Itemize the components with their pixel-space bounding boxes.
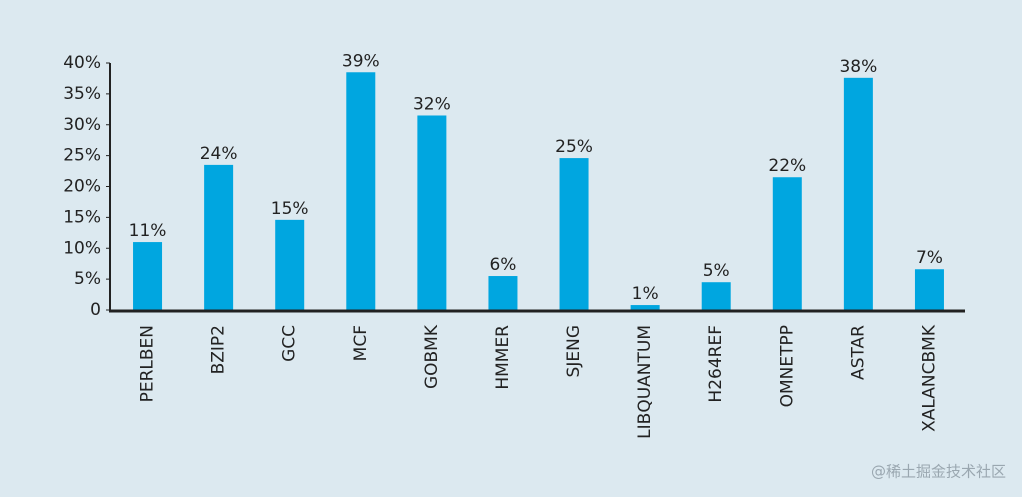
bar xyxy=(417,115,447,310)
y-tick-label: 20% xyxy=(63,177,101,197)
value-label: 7% xyxy=(916,248,943,268)
y-tick-label: 35% xyxy=(63,84,101,104)
x-tick-label: SJENG xyxy=(564,325,584,377)
bar xyxy=(843,77,873,310)
bar xyxy=(630,305,660,310)
x-tick-label: ASTAR xyxy=(848,325,868,380)
y-tick-label: 25% xyxy=(63,146,101,166)
y-tick-label: 15% xyxy=(63,207,101,227)
value-label: 5% xyxy=(703,261,730,281)
x-tick-label: OMNETPP xyxy=(777,325,797,407)
value-label: 15% xyxy=(271,199,309,219)
watermark: @稀土掘金技术社区 xyxy=(871,463,1006,481)
value-label: 25% xyxy=(555,137,593,157)
x-tick-label: MCF xyxy=(351,325,371,361)
y-tick-label: 5% xyxy=(74,269,101,289)
value-label: 24% xyxy=(200,144,238,164)
x-tick-label: GOBMK xyxy=(422,324,442,389)
bar xyxy=(204,164,234,310)
value-label: 39% xyxy=(342,51,380,71)
y-tick-label: 30% xyxy=(63,115,101,135)
bar xyxy=(914,269,944,310)
value-label: 22% xyxy=(768,156,806,176)
x-tick-label: LIBQUANTUM xyxy=(635,325,655,439)
bar xyxy=(133,242,163,310)
bar xyxy=(701,282,731,310)
x-tick-label: BZIP2 xyxy=(209,325,229,374)
x-tick-label: HMMER xyxy=(493,325,513,390)
x-tick-label: GCC xyxy=(280,325,300,362)
value-label: 32% xyxy=(413,94,451,114)
bar xyxy=(346,72,376,310)
bar xyxy=(772,177,802,310)
value-label: 1% xyxy=(632,284,659,304)
y-tick-label: 40% xyxy=(63,53,101,73)
value-label: 38% xyxy=(839,57,877,77)
bar xyxy=(275,219,305,310)
y-tick-label: 10% xyxy=(63,238,101,258)
value-label: 6% xyxy=(489,255,516,275)
x-tick-label: XALANCBMK xyxy=(919,324,939,432)
value-label: 11% xyxy=(129,221,167,241)
x-tick-label: PERLBEN xyxy=(138,325,158,402)
x-tick-label: H264REF xyxy=(706,325,726,403)
bar xyxy=(488,276,518,310)
bar xyxy=(559,158,589,310)
y-tick-label: 0 xyxy=(90,300,101,320)
